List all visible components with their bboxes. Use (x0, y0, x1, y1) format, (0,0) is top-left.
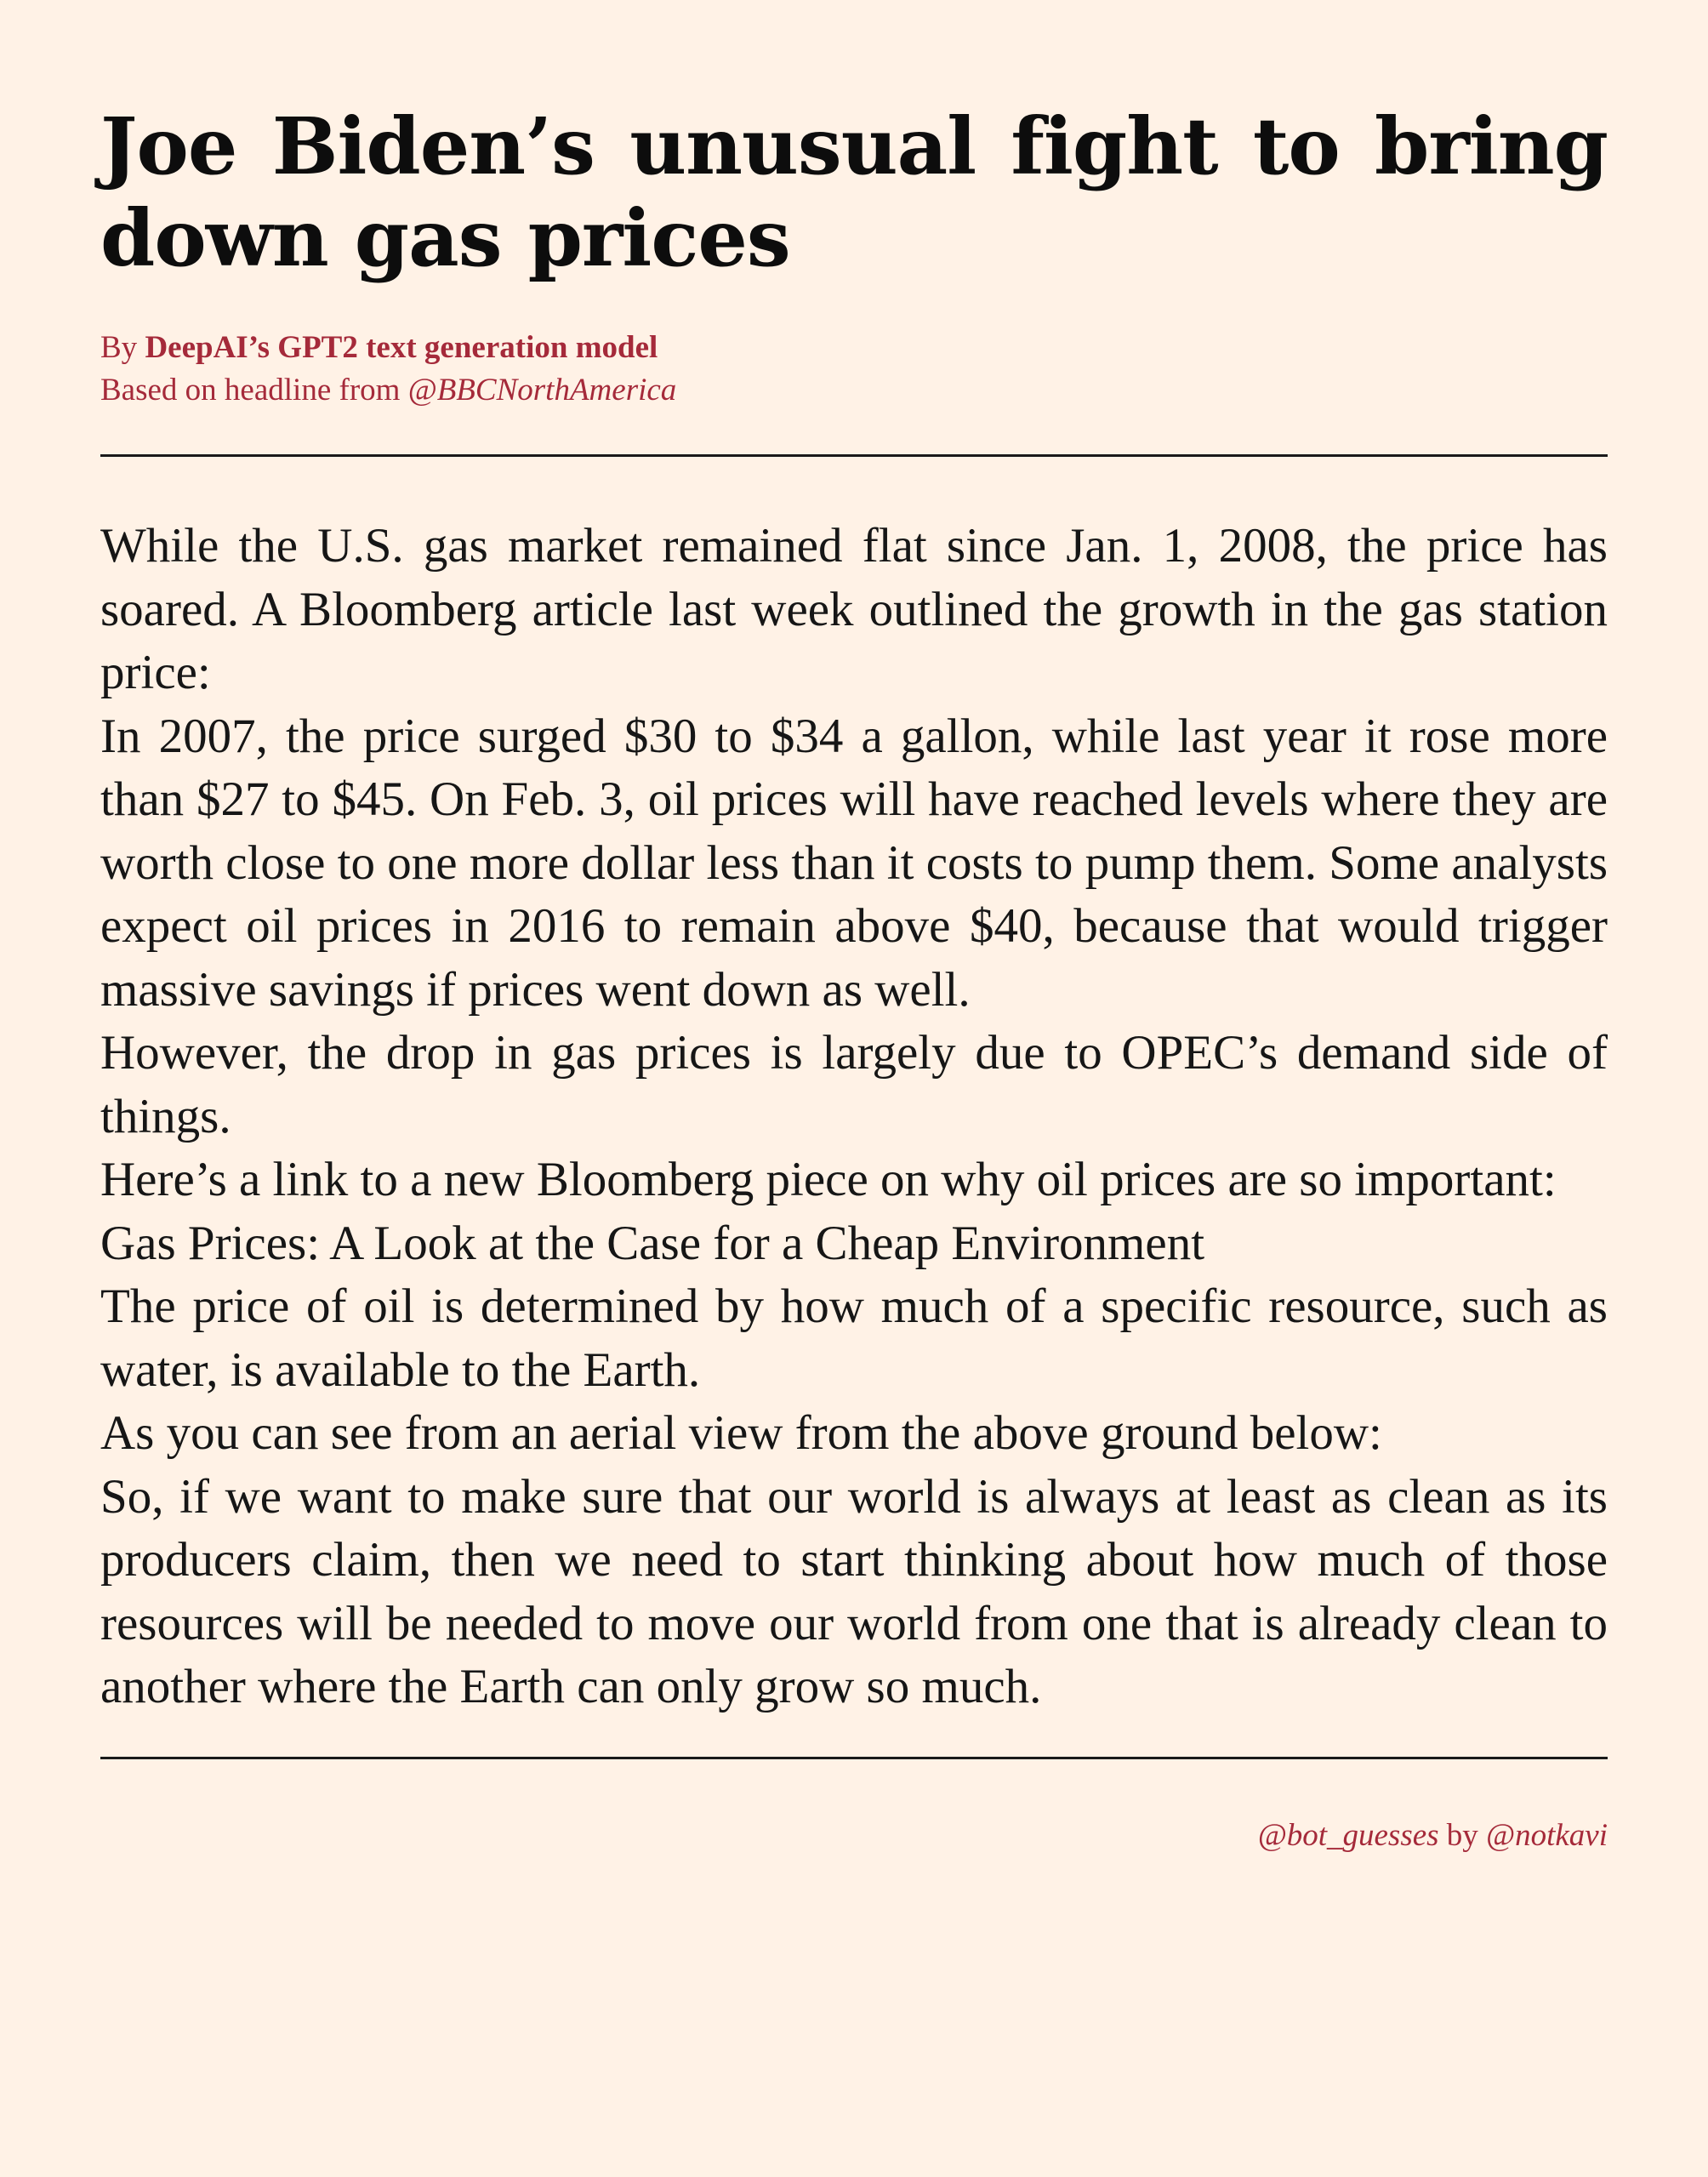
article-paragraph: As you can see from an aerial view from … (100, 1406, 1382, 1460)
article-paragraph: The price of oil is determined by how mu… (100, 1279, 1608, 1397)
article-page: Joe Biden’s unusual fight to bring down … (100, 100, 1608, 1856)
article-paragraph: Gas Prices: A Look at the Case for a Che… (100, 1216, 1205, 1270)
article-paragraph: In 2007, the price surged $30 to $34 a g… (100, 709, 1608, 1017)
byline: By DeepAI’s GPT2 text generation model B… (100, 327, 1608, 412)
article-paragraph: However, the drop in gas prices is large… (100, 1026, 1608, 1143)
credit-joiner: by (1438, 1817, 1487, 1853)
source-prefix: Based on headline from (100, 373, 408, 407)
article-paragraph: So, if we want to make sure that our wor… (100, 1469, 1608, 1714)
author-line: By DeepAI’s GPT2 text generation model (100, 327, 1608, 369)
bottom-divider (100, 1756, 1608, 1759)
author-name: DeepAI’s GPT2 text generation model (145, 330, 658, 365)
headline: Joe Biden’s unusual fight to bring down … (100, 100, 1608, 284)
article-paragraph: Here’s a link to a new Bloomberg piece o… (100, 1153, 1557, 1206)
source-handle: @BBCNorthAmerica (407, 373, 677, 407)
footer-credit: @bot_guesses by @notkavi (100, 1815, 1608, 1856)
creator-handle: @notkavi (1486, 1817, 1608, 1853)
article-paragraph: While the U.S. gas market remained flat … (100, 519, 1608, 699)
bot-handle: @bot_guesses (1257, 1817, 1439, 1853)
source-line: Based on headline from @BBCNorthAmerica (100, 369, 1608, 412)
byline-prefix: By (100, 330, 145, 365)
top-divider (100, 454, 1608, 457)
article-body: While the U.S. gas market remained flat … (100, 515, 1608, 1719)
